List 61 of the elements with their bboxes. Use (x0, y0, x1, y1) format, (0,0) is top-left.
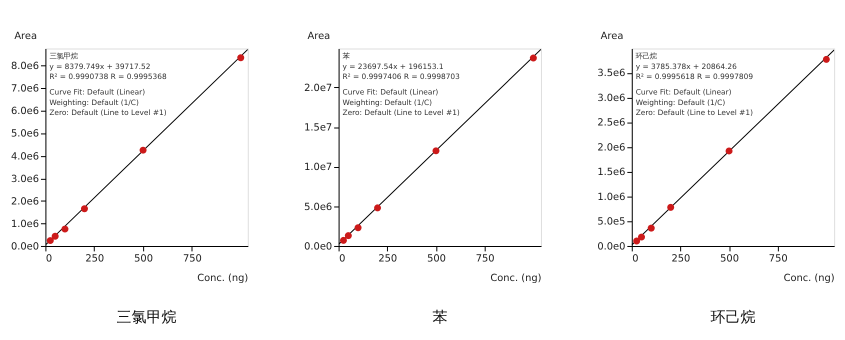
point (46, 237, 54, 244)
point (354, 224, 362, 232)
point (667, 204, 674, 211)
y-tick-label: 2.0e6 (10, 196, 39, 208)
text: 苯 (432, 308, 448, 326)
x-axis-title: Conc. (ng) (490, 273, 542, 284)
x-tick-label: 0 (339, 253, 346, 264)
y-tick-label: 5.0e5 (597, 216, 626, 228)
y-tick-label: 5.0e6 (10, 128, 39, 140)
y-tick-label: 0.0e0 (597, 241, 626, 252)
y-tick-label: 2.0e6 (597, 142, 626, 154)
y-tick-label: 5.0e6 (304, 202, 332, 213)
x-tick-label: 750 (182, 253, 202, 264)
text: 环己烷 (710, 308, 756, 326)
y-tick-label: 1.0e7 (304, 162, 332, 174)
y-tick-label: 0.0e0 (10, 241, 39, 252)
point (140, 146, 147, 154)
y-tick-label: 2.0e7 (304, 82, 332, 94)
point (237, 54, 244, 62)
y-tick-label: 3.5e6 (597, 68, 626, 80)
point (61, 226, 68, 233)
x-tick-label: 0 (46, 253, 52, 264)
y-tick-label: 4.0e6 (10, 151, 39, 162)
x-tick-label: 250 (672, 253, 690, 264)
x-tick-label: 750 (768, 253, 788, 264)
point (638, 234, 645, 241)
point (80, 205, 88, 212)
text: 三氯甲烷 (116, 308, 177, 326)
y-tick-label: 8.0e6 (10, 61, 39, 72)
y-tick-label: 0.0e0 (304, 241, 332, 252)
y-tick-label: 3.0e6 (597, 92, 626, 104)
x-tick-label: 500 (427, 253, 446, 264)
x-tick-label: 500 (134, 253, 153, 264)
y-axis-title: Area (600, 31, 624, 42)
point (340, 236, 347, 244)
point (648, 224, 655, 232)
x-tick-label: 250 (85, 253, 104, 264)
point (344, 232, 352, 240)
y-tick-label: 1.5e6 (597, 167, 626, 178)
y-tick-label: 2.5e6 (597, 118, 626, 129)
y-axis-title: Area (14, 31, 38, 42)
point (52, 232, 59, 240)
point (726, 147, 733, 154)
point (432, 147, 440, 154)
y-tick-label: 1.0e6 (597, 192, 626, 203)
x-tick-label: 750 (476, 253, 495, 264)
y-axis-title: Area (307, 31, 330, 42)
y-tick-label: 7.0e6 (10, 84, 39, 95)
y-tick-label: 3.0e6 (10, 174, 39, 185)
point (633, 238, 640, 244)
point (530, 54, 537, 62)
x-tick-label: 500 (720, 253, 739, 264)
point (374, 204, 382, 212)
y-tick-label: 6.0e6 (10, 106, 39, 118)
x-tick-label: 250 (378, 253, 398, 264)
x-axis-title: Conc. (ng) (784, 273, 835, 284)
y-tick-label: 1.5e7 (304, 122, 332, 134)
point (822, 56, 830, 63)
x-axis-title: Conc. (ng) (197, 273, 248, 284)
x-tick-label: 0 (632, 253, 639, 264)
y-tick-label: 1.0e6 (10, 218, 39, 230)
